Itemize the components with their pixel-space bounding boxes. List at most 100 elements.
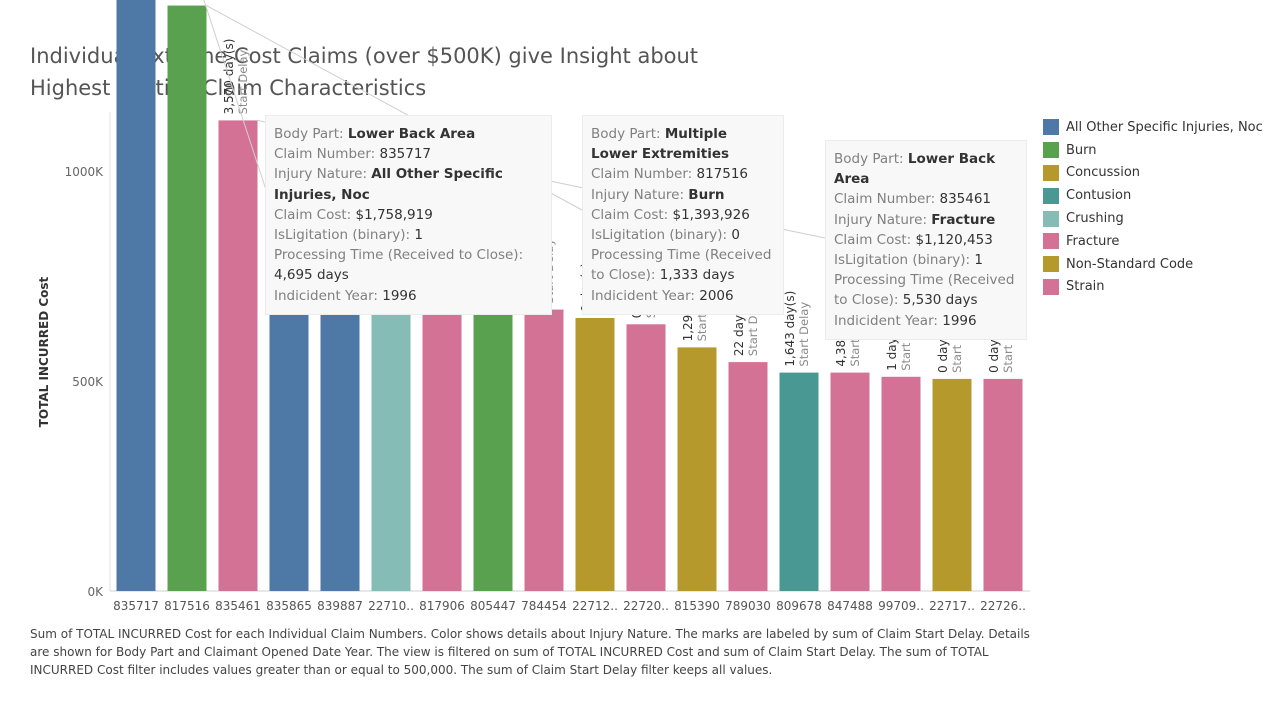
annotation-row: Processing Time (Received to Close): 4,6… — [274, 245, 543, 285]
x-tick-label: 809678 — [776, 599, 822, 613]
x-tick-label: 784454 — [521, 599, 567, 613]
chart-title-line-2: Highest Costing Claim Characteristics — [30, 76, 427, 100]
annotation-field-value: 2006 — [699, 287, 734, 304]
annotation-row: Claim Cost: $1,393,926 — [591, 205, 775, 225]
legend-label: Fracture — [1066, 233, 1120, 249]
annotation-field-label: IsLigitation (binary): — [591, 227, 732, 244]
annotation-field-label: Injury Nature: — [591, 186, 689, 203]
bar — [422, 276, 462, 591]
legend-item: Non-Standard Code — [1043, 253, 1273, 276]
bar — [167, 5, 207, 591]
annotation-field-value: 1 — [414, 227, 423, 244]
legend-swatch — [1043, 233, 1059, 250]
legend-swatch — [1043, 119, 1059, 136]
annotation-field-value: Fracture — [931, 211, 996, 228]
legend-swatch — [1043, 164, 1059, 181]
chart-caption: Sum of TOTAL INCURRED Cost for each Indi… — [30, 627, 1030, 677]
annotation-field-value: 4,695 days — [274, 267, 349, 284]
bar — [524, 309, 564, 591]
annotation-row: Processing Time (Received to Close): 5,5… — [834, 270, 1018, 310]
annotation-field-value: 835717 — [379, 146, 432, 163]
annotation-field-value: Lower Back Area — [834, 151, 996, 188]
annotation-row: Claim Number: 835461 — [834, 189, 1018, 209]
annotation-row: Injury Nature: All Other Specific Injuri… — [274, 164, 543, 204]
annotation-field-label: Claim Number: — [274, 146, 380, 163]
bar — [218, 120, 258, 592]
x-tick-label: 99709.. — [878, 599, 924, 613]
x-tick-label: 839887 — [317, 599, 363, 613]
annotation-row: Body Part: Multiple Lower Extremities — [591, 124, 775, 164]
annotation-field-label: Claim Number: — [591, 166, 697, 183]
annotation-field-value: 0 — [731, 227, 740, 244]
annotation-row: Injury Nature: Fracture — [834, 210, 1018, 230]
bar — [626, 324, 666, 591]
annotation-field-label: Claim Cost: — [591, 206, 673, 223]
annotation-field-label: Claim Cost: — [834, 231, 916, 248]
legend-swatch — [1043, 256, 1059, 273]
x-tick-label: 805447 — [470, 599, 516, 613]
annotation-field-value: 1 — [974, 252, 983, 269]
annotation-row: Processing Time (Received to Close): 1,3… — [591, 245, 775, 285]
legend-label: Strain — [1066, 279, 1105, 295]
x-tick-label: 847488 — [827, 599, 873, 613]
x-tick-label: 22717.. — [929, 599, 975, 613]
x-tick-label: 22710.. — [368, 599, 414, 613]
y-tick-label: 0K — [87, 585, 104, 599]
bar — [728, 362, 768, 591]
legend-label: Burn — [1066, 142, 1097, 158]
bar — [473, 294, 513, 591]
y-tick-label: 500K — [72, 375, 104, 389]
y-axis-title: TOTAL INCURRED Cost — [37, 276, 51, 427]
annotation-field-value: 5,530 days — [902, 292, 978, 309]
bar — [116, 0, 156, 591]
x-tick-label: 22720.. — [623, 599, 669, 613]
bar-data-label: 1,643 day(s) — [783, 291, 797, 367]
legend-swatch — [1043, 142, 1059, 159]
annotation-field-value: 817516 — [696, 166, 749, 183]
annotation-field-label: Body Part: — [274, 126, 348, 142]
annotation-box: Body Part: Lower Back Area Claim Number: … — [265, 115, 552, 315]
annotation-field-label: Processing Time (Received to Close): — [274, 247, 524, 264]
bar — [575, 318, 615, 591]
legend-swatch — [1043, 187, 1059, 204]
annotation-leader-line — [203, 0, 269, 197]
legend-label: Non-Standard Code — [1066, 256, 1194, 272]
x-tick-label: 22712.. — [572, 599, 618, 613]
annotation-row: Body Part: Lower Back Area — [274, 124, 543, 144]
bar — [932, 378, 972, 591]
annotation-field-label: Processing Time (Received to Close): — [591, 247, 772, 284]
annotation-field-label: Indicident Year: — [591, 287, 700, 304]
legend-item: Concussion — [1043, 162, 1273, 185]
x-tick-label: 835865 — [266, 599, 312, 613]
annotation-field-label: Body Part: — [834, 151, 908, 167]
legend-item: Burn — [1043, 139, 1273, 162]
x-tick-label: 789030 — [725, 599, 771, 613]
legend-item: Contusion — [1043, 184, 1273, 207]
annotation-field-value: $1,393,926 — [672, 206, 750, 223]
legend-item: Strain — [1043, 276, 1273, 299]
annotation-field-value: 1,333 days — [659, 267, 735, 284]
bar-data-label-suffix: Start Delay — [797, 302, 811, 367]
annotation-field-label: IsLigitation (binary): — [834, 252, 975, 269]
x-tick-label: 835717 — [113, 599, 159, 613]
x-tick-label: 835461 — [215, 599, 261, 613]
annotation-box: Body Part: Multiple Lower Extremities Cla… — [582, 115, 784, 315]
annotation-field-value: $1,120,453 — [915, 231, 993, 248]
annotation-field-label: Injury Nature: — [274, 166, 372, 183]
annotation-field-value: Lower Back Area — [347, 126, 476, 142]
annotation-row: Claim Cost: $1,120,453 — [834, 230, 1018, 250]
annotation-field-label: Claim Cost: — [274, 206, 356, 223]
x-tick-label: 22726.. — [980, 599, 1026, 613]
annotation-field-value: Burn — [688, 186, 725, 203]
bar — [677, 347, 717, 591]
annotation-field-label: Processing Time (Received to Close): — [834, 272, 1015, 309]
annotation-row: Claim Number: 835717 — [274, 144, 543, 164]
annotation-field-label: Claim Number: — [834, 191, 940, 208]
bar — [779, 372, 819, 591]
bar-data-label-suffix: Start Delay — [236, 49, 250, 114]
annotation-row: Injury Nature: Burn — [591, 185, 775, 205]
annotation-field-label: Indicident Year: — [834, 312, 943, 329]
y-tick-label: 1000K — [65, 165, 105, 179]
annotation-row: Body Part: Lower Back Area — [834, 149, 1018, 189]
